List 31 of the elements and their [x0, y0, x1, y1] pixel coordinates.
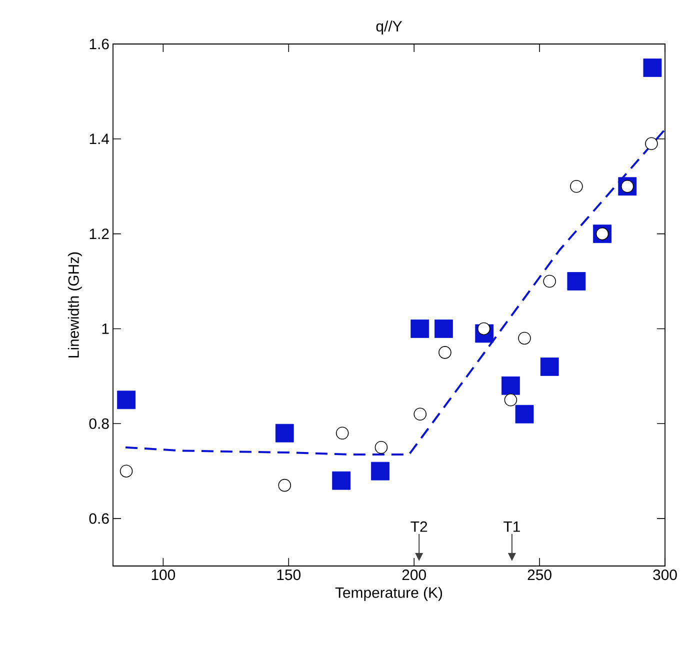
y-tick-label: 1.6: [90, 38, 109, 50]
point: [540, 357, 559, 376]
point: [371, 462, 390, 480]
x-axis-title: Temperature (K): [335, 586, 442, 601]
line-series: [124, 128, 666, 456]
y-tick-label: 0.8: [89, 418, 109, 429]
point: [332, 471, 351, 490]
point: [434, 320, 453, 338]
x-tick-label: 250: [528, 570, 552, 580]
y-tick-label: 1: [102, 324, 109, 334]
y-tick-label: 1.2: [90, 228, 109, 240]
point: [567, 272, 586, 290]
point: [477, 322, 490, 336]
y-tick-label: 0.6: [89, 513, 109, 524]
y-tick-label: 1.4: [90, 134, 110, 144]
point: [275, 424, 294, 442]
x-tick-label: 150: [277, 570, 301, 580]
x-tick-label: 200: [402, 570, 426, 580]
point: [643, 58, 662, 77]
point: [620, 180, 634, 193]
point: [501, 376, 520, 395]
point: [410, 320, 430, 338]
x-tick-label: 300: [653, 570, 677, 580]
point: [596, 227, 609, 240]
annotation: T2: [410, 521, 428, 532]
point: [117, 390, 136, 410]
y-axis-title: Linewidth (GHz): [68, 252, 82, 358]
chart-title: q//Y: [376, 20, 402, 34]
x-tick-label: 100: [152, 570, 176, 580]
point: [515, 404, 534, 424]
annotation: T1: [504, 522, 520, 532]
